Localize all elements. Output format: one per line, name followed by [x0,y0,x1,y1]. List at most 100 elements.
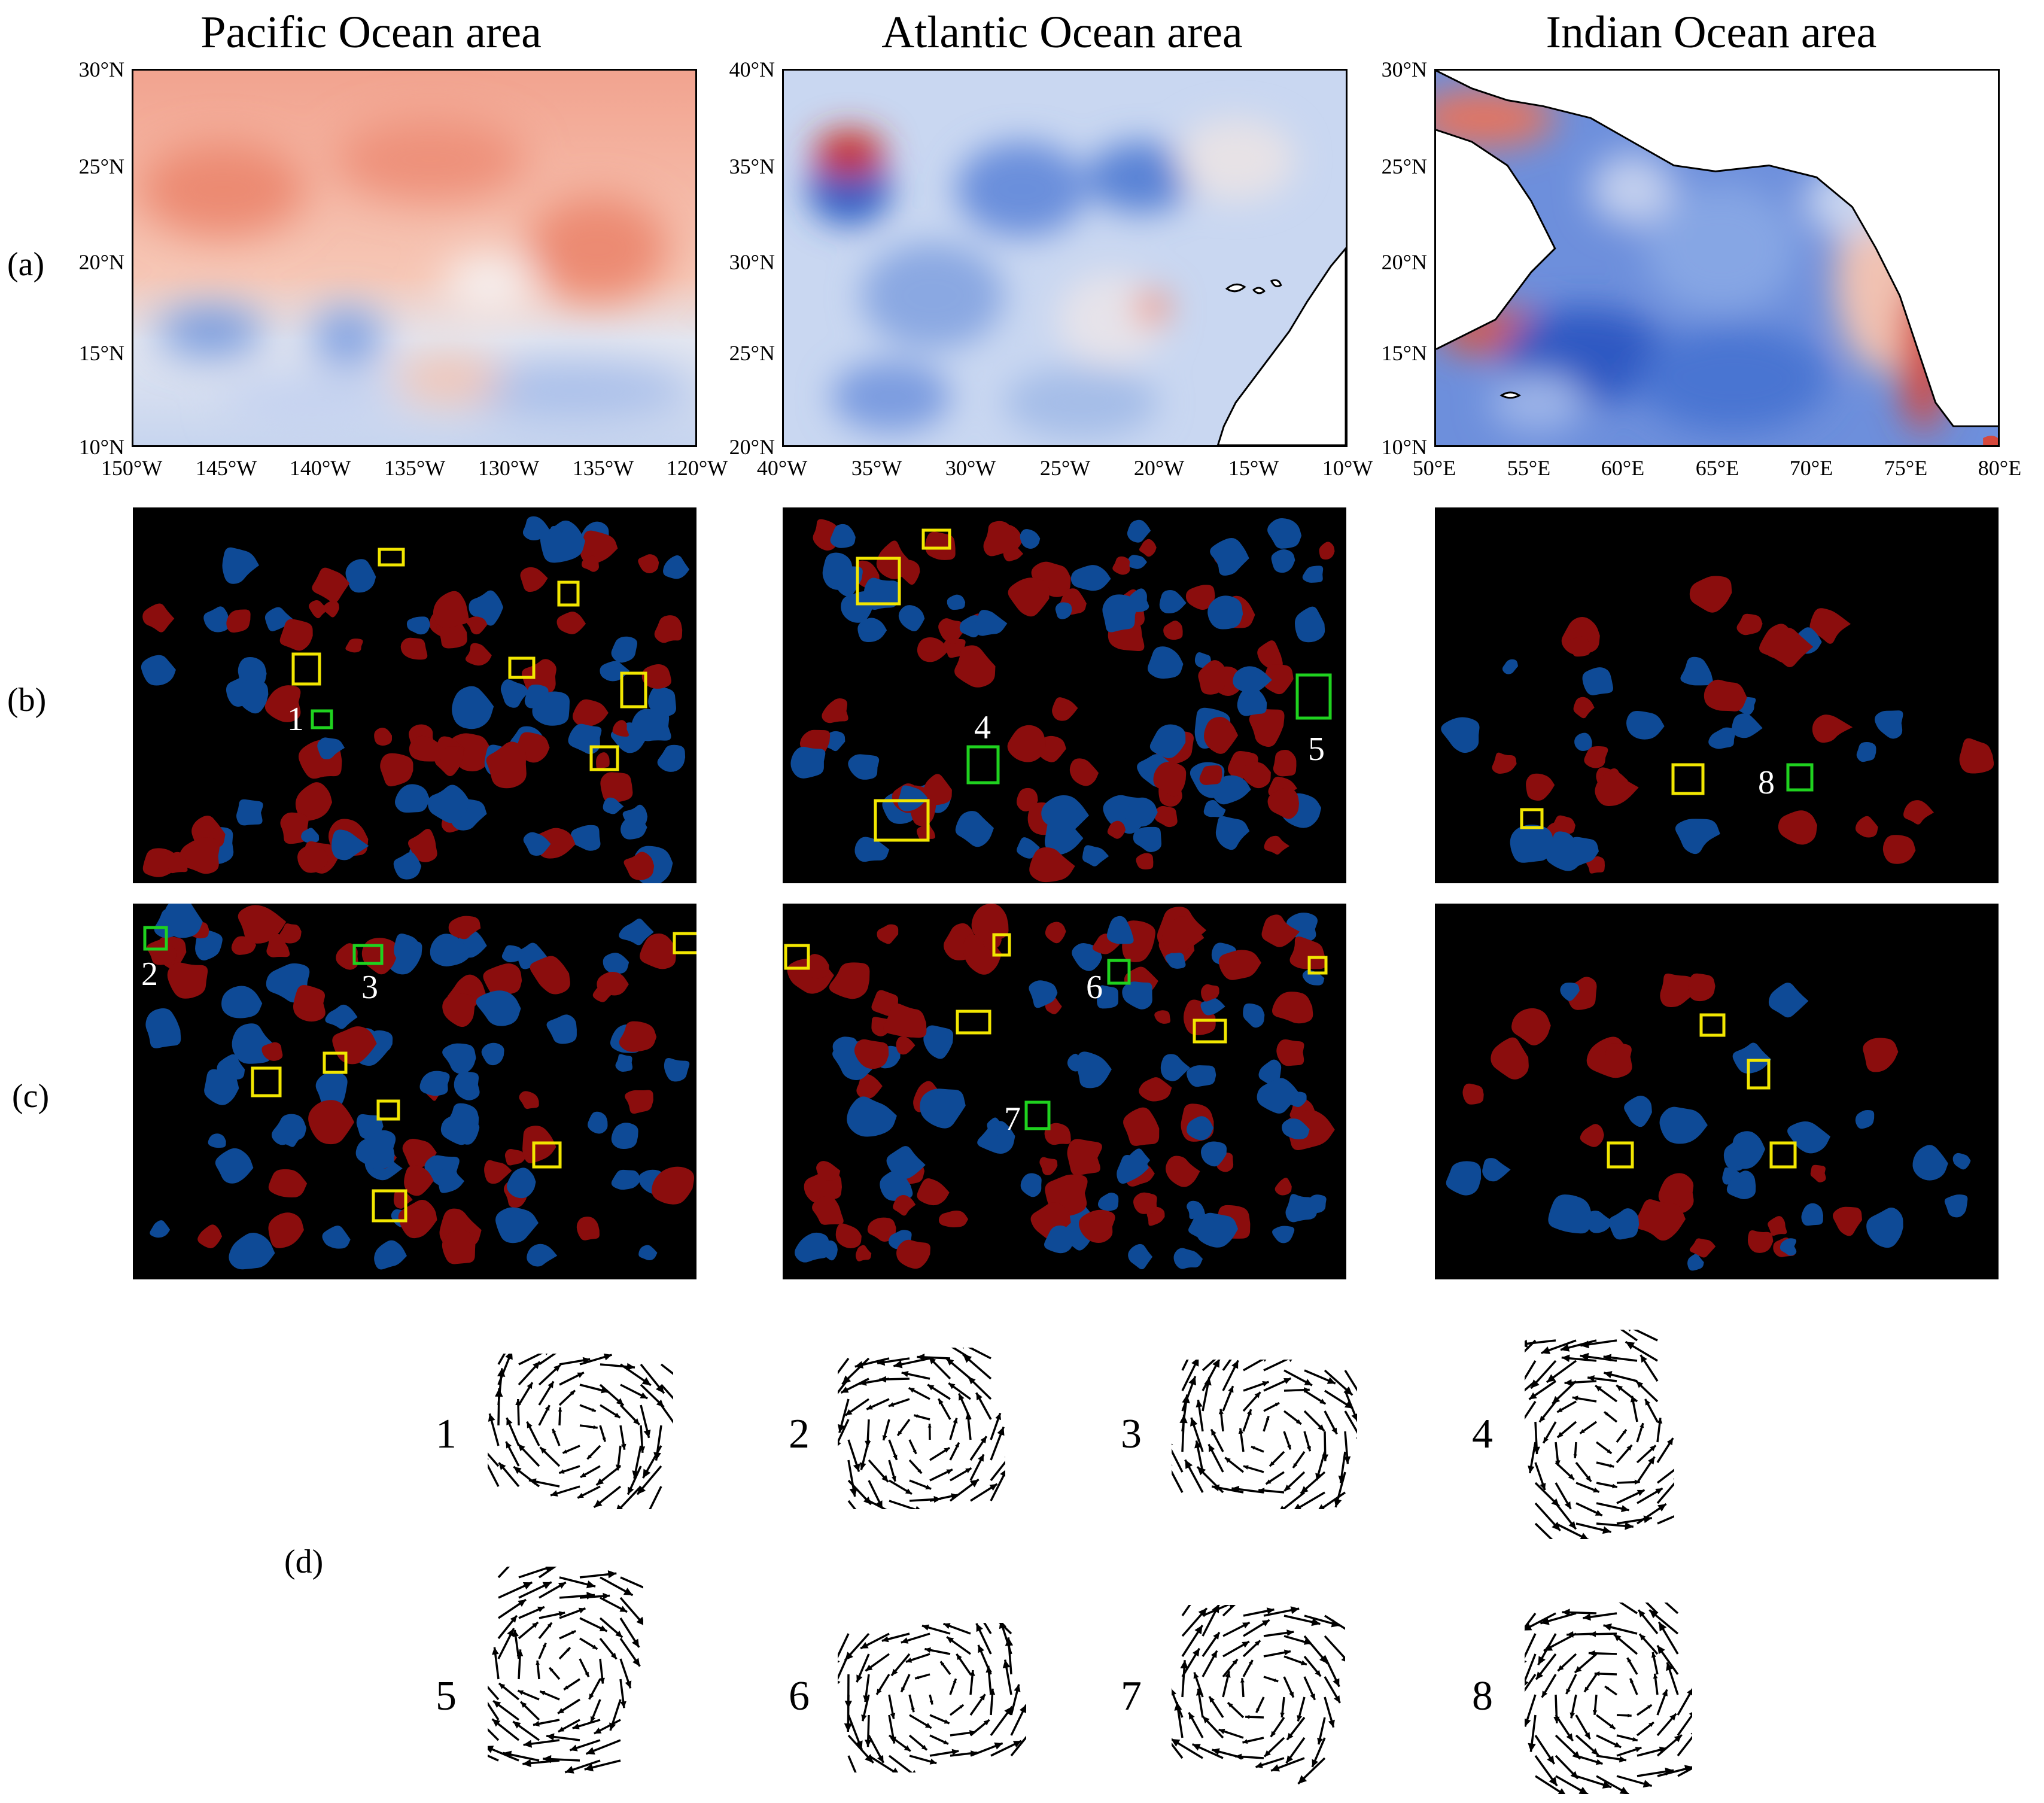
vector-arrow [1657,1515,1674,1525]
vector-arrowhead [1270,1731,1276,1737]
vector-arrowhead [540,1447,547,1454]
vector-arrowhead [1193,1672,1199,1679]
eddy-blob [309,600,328,619]
eddy-blob [939,1211,969,1228]
eddy-blob [1568,636,1590,657]
vector-arrowhead [893,1454,898,1460]
eddy-blob [657,744,686,772]
y-tick: 15°N [78,341,124,365]
vector-arrowhead [1294,1503,1301,1509]
eddy-blob [458,1121,480,1145]
vector-arrow [1632,1330,1658,1342]
eddy-blob [264,607,294,631]
eddy-blob [1257,1078,1301,1114]
eddy-blob [395,784,430,813]
vector-arrowhead [1203,1716,1210,1723]
vector-arrowhead [1626,1445,1632,1451]
eddy-blob [603,797,624,814]
vector-arrow [1677,1735,1692,1757]
vector-arrowhead [1263,1360,1267,1362]
vector-arrow [1202,1360,1216,1372]
eddy-panel-pacific-b [133,507,696,883]
vector-arrowhead [550,1490,558,1497]
vector-arrow [488,1685,500,1701]
eddy-blob [638,554,659,574]
vector-arrowhead [1653,1673,1658,1679]
eddy-blob [398,1199,437,1239]
vector-arrowhead [1210,1650,1217,1658]
vector-arrowhead [512,1630,519,1637]
vector-arrowhead [643,1468,651,1478]
eddy-blob [1732,1131,1766,1169]
vector-arrowhead [994,1742,1003,1750]
vector-arrowhead [498,1683,506,1689]
vector-arrow [488,1701,500,1720]
eddy-blob [1203,716,1239,754]
vector-arrowhead [921,1744,927,1750]
eddy-blob [1052,697,1078,721]
vector-arrowhead [1564,1501,1571,1509]
vector-arrowhead [1657,1645,1665,1655]
vector-arrowhead [521,1701,527,1708]
eddy-blob [323,601,339,618]
eddy-blob [1747,1230,1774,1253]
vector-label-8: 8 [1472,1673,1493,1719]
eddy-blob [619,919,654,945]
eddy-blob [1608,1208,1640,1240]
vector-arrowhead [1541,1690,1548,1698]
vector-arrowhead [861,1714,867,1722]
highlight-box-green [143,926,168,951]
vector-arrowhead [1209,1696,1215,1703]
eddy-blob [1482,1158,1511,1182]
vector-arrowhead [1649,1610,1659,1619]
vector-arrow [838,1378,850,1395]
eddy-blob [612,720,629,737]
vector-arrowhead [610,1652,617,1659]
highlight-box-yellow [251,1066,282,1097]
vector-arrowhead [1212,1484,1220,1491]
eddy-blob [1044,1123,1071,1145]
eddy-blob [1863,1038,1899,1072]
eddy-blob [1041,795,1089,833]
eddy-blob [622,804,648,828]
highlight-box-green [311,709,333,729]
eddy-blob [611,636,637,663]
eddy-blob [1067,1053,1085,1072]
vector-arrowhead [921,1624,929,1631]
eddy-blob [1162,916,1204,953]
vector-arrow [1619,1603,1638,1615]
vector-arrowhead [841,1387,849,1393]
vector-arrowhead [1000,1470,1005,1477]
vector-arrowhead [997,1427,1005,1436]
vector-label-4: 4 [1472,1411,1493,1457]
vector-arrowhead [547,1622,552,1628]
vector-arrow [838,1653,850,1681]
eddy-blob [1163,621,1183,640]
vector-arrowhead [533,1361,540,1369]
vector-arrowhead [593,1425,598,1430]
vector-arrowhead [1295,1419,1301,1424]
vector-arrowhead [1254,1392,1261,1398]
vector-arrowhead [1290,1606,1300,1615]
eddy-blob [812,1196,844,1225]
vector-arrowhead [571,1631,576,1635]
eddy-blob [1526,773,1555,801]
vector-arrowhead [1172,1738,1181,1747]
vector-arrowhead [1640,1355,1647,1363]
vector-arrowhead [498,1463,506,1470]
eddy-blob [568,723,602,755]
vector-arrowhead [1687,1689,1692,1696]
vector-arrowhead [1356,1437,1357,1439]
eddy-blob [1446,1161,1482,1196]
vector-arrowhead [838,1442,841,1446]
y-tick: 10°N [1381,435,1427,459]
eddy-blob [293,984,326,1022]
vector-arrowhead [1557,1431,1564,1438]
eddy-blob [1809,608,1851,644]
vector-arrowhead [1588,1650,1595,1656]
vector-arrowhead [1632,1737,1638,1742]
eddy-blob [790,746,826,779]
vector-arrowhead [1568,1473,1574,1480]
vector-arrowhead [881,1474,889,1482]
eddy-blob [898,605,925,631]
